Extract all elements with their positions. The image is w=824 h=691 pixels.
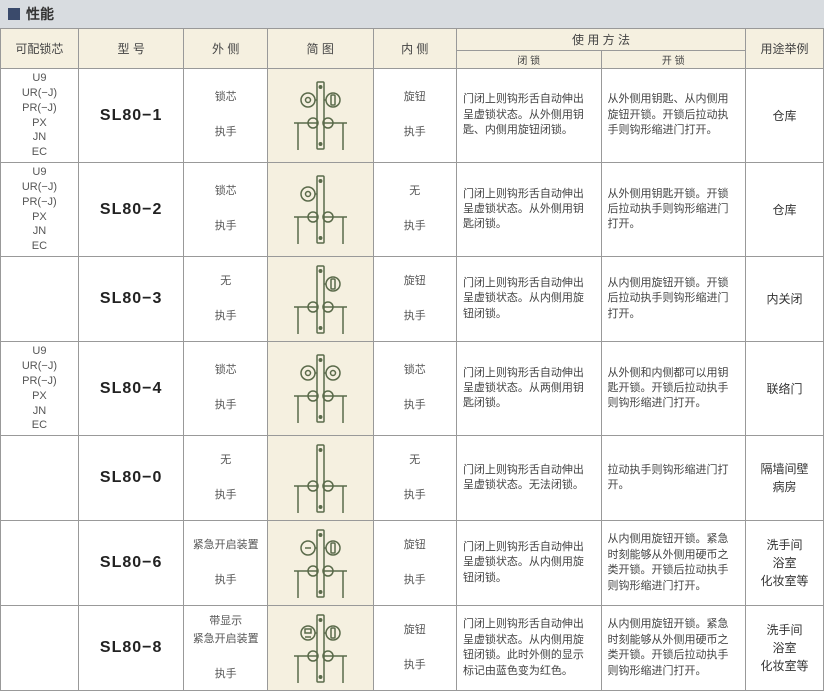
th-usage: 使 用 方 法 (456, 29, 745, 51)
cell-model: SL80−3 (78, 257, 184, 342)
cell-inside: 旋钮执手 (373, 69, 456, 163)
table-row: SL80−3无执手 旋钮执手门闭上则钩形舌自动伸出呈虚锁状态。从内侧用旋钮闭锁。从… (1, 257, 824, 342)
th-usage-open: 开 锁 (601, 51, 746, 69)
cell-outside: 无执手 (184, 257, 267, 342)
cell-diagram (267, 163, 373, 257)
cell-model: SL80−6 (78, 521, 184, 606)
table-row: U9UR(−J)PR(−J)PXJNECSL80−1锁芯执手 旋钮执手门闭上则钩形… (1, 69, 824, 163)
cell-cylinder (1, 257, 79, 342)
cell-cylinder: U9UR(−J)PR(−J)PXJNEC (1, 163, 79, 257)
cell-inside: 无执手 (373, 436, 456, 521)
cell-outside: 紧急开启装置执手 (184, 521, 267, 606)
cell-inside: 锁芯执手 (373, 342, 456, 436)
cell-example: 洗手间浴室化妆室等 (746, 606, 824, 691)
cell-lock: 门闭上则钩形舌自动伸出呈虚锁状态。从外侧用钥匙闭锁。 (456, 163, 601, 257)
cell-example: 隔墙间壁病房 (746, 436, 824, 521)
cell-open: 从外侧用钥匙、从内侧用旋钮开锁。开锁后拉动执手则钩形缩进门打开。 (601, 69, 746, 163)
spec-table: 可配锁芯 型 号 外 侧 简 图 内 侧 使 用 方 法 用途举例 闭 锁 开 … (0, 28, 824, 691)
table-row: SL80−6紧急开启装置执手 旋钮执手门闭上则钩形舌自动伸出呈虚锁状态。从内侧用旋… (1, 521, 824, 606)
cell-example: 洗手间浴室化妆室等 (746, 521, 824, 606)
cell-open: 从内侧用旋钮开锁。紧急时刻能够从外侧用硬币之类开锁。开锁后拉动执手则钩形缩进门打… (601, 521, 746, 606)
cell-example: 内关闭 (746, 257, 824, 342)
cell-model: SL80−8 (78, 606, 184, 691)
cell-outside: 锁芯执手 (184, 163, 267, 257)
cell-outside: 锁芯执手 (184, 69, 267, 163)
cell-cylinder (1, 606, 79, 691)
cell-lock: 门闭上则钩形舌自动伸出呈虚锁状态。无法闭锁。 (456, 436, 601, 521)
cell-diagram (267, 436, 373, 521)
cell-lock: 门闭上则钩形舌自动伸出呈虚锁状态。从两侧用钥匙闭锁。 (456, 342, 601, 436)
th-usage-lock: 闭 锁 (456, 51, 601, 69)
table-row: U9UR(−J)PR(−J)PXJNECSL80−2锁芯执手 无执手门闭上则钩形舌… (1, 163, 824, 257)
cell-diagram (267, 606, 373, 691)
cell-diagram (267, 69, 373, 163)
th-diagram: 简 图 (267, 29, 373, 69)
cell-cylinder: U9UR(−J)PR(−J)PXJNEC (1, 342, 79, 436)
cell-inside: 旋钮执手 (373, 521, 456, 606)
cell-lock: 门闭上则钩形舌自动伸出呈虚锁状态。从内侧用旋钮闭锁。 (456, 257, 601, 342)
th-model: 型 号 (78, 29, 184, 69)
cell-lock: 门闭上则钩形舌自动伸出呈虚锁状态。从内侧用旋钮闭锁。此时外侧的显示标记由蓝色变为… (456, 606, 601, 691)
title-marker (8, 8, 20, 20)
th-cylinder: 可配锁芯 (1, 29, 79, 69)
cell-inside: 旋钮执手 (373, 257, 456, 342)
cell-lock: 门闭上则钩形舌自动伸出呈虚锁状态。从内侧用旋钮闭锁。 (456, 521, 601, 606)
cell-model: SL80−0 (78, 436, 184, 521)
cell-open: 拉动执手则钩形缩进门打开。 (601, 436, 746, 521)
table-row: U9UR(−J)PR(−J)PXJNECSL80−4锁芯执手锁芯执手门闭上则钩形… (1, 342, 824, 436)
cell-diagram (267, 521, 373, 606)
table-row: SL80−0无执手无执手门闭上则钩形舌自动伸出呈虚锁状态。无法闭锁。拉动执手则钩… (1, 436, 824, 521)
cell-open: 从外侧用钥匙开锁。开锁后拉动执手则钩形缩进门打开。 (601, 163, 746, 257)
cell-example: 仓库 (746, 69, 824, 163)
cell-model: SL80−1 (78, 69, 184, 163)
cell-outside: 锁芯执手 (184, 342, 267, 436)
table-body: U9UR(−J)PR(−J)PXJNECSL80−1锁芯执手旋钮执手门闭上则钩形… (1, 69, 824, 691)
cell-example: 仓库 (746, 163, 824, 257)
cell-open: 从内侧用旋钮开锁。紧急时刻能够从外侧用硬币之类开锁。开锁后拉动执手则钩形缩进门打… (601, 606, 746, 691)
table-header: 可配锁芯 型 号 外 侧 简 图 内 侧 使 用 方 法 用途举例 闭 锁 开 … (1, 29, 824, 69)
cell-outside: 无执手 (184, 436, 267, 521)
th-example: 用途举例 (746, 29, 824, 69)
page-title: 性能 (26, 4, 54, 24)
cell-inside: 无执手 (373, 163, 456, 257)
cell-diagram (267, 342, 373, 436)
cell-lock: 门闭上则钩形舌自动伸出呈虚锁状态。从外侧用钥匙、内侧用旋钮闭锁。 (456, 69, 601, 163)
cell-open: 从外侧和内侧都可以用钥匙开锁。开锁后拉动执手则钩形缩进门打开。 (601, 342, 746, 436)
cell-model: SL80−4 (78, 342, 184, 436)
cell-inside: 旋钮执手 (373, 606, 456, 691)
cell-cylinder (1, 436, 79, 521)
cell-model: SL80−2 (78, 163, 184, 257)
cell-cylinder (1, 521, 79, 606)
th-inside: 内 侧 (373, 29, 456, 69)
cell-diagram (267, 257, 373, 342)
title-bar: 性能 (0, 0, 824, 28)
cell-cylinder: U9UR(−J)PR(−J)PXJNEC (1, 69, 79, 163)
cell-open: 从内侧用旋钮开锁。开锁后拉动执手则钩形缩进门打开。 (601, 257, 746, 342)
table-row: SL80−8带显示紧急开启装置执手 旋钮执手门闭上则钩形舌自动伸出呈虚锁状态。从内… (1, 606, 824, 691)
th-outside: 外 侧 (184, 29, 267, 69)
cell-outside: 带显示紧急开启装置执手 (184, 606, 267, 691)
cell-example: 联络门 (746, 342, 824, 436)
